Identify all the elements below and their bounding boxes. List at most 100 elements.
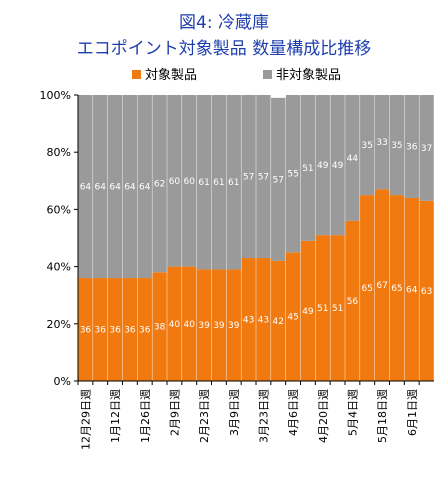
- data-label-non-target: 64: [109, 183, 121, 193]
- data-label-non-target: 64: [139, 183, 151, 193]
- bar-non-target: [107, 95, 123, 279]
- data-label-non-target: 35: [391, 141, 402, 151]
- data-label-non-target: 35: [362, 141, 373, 151]
- data-label-non-target: 60: [169, 177, 181, 187]
- bar-target: [300, 240, 316, 381]
- data-label-non-target: 55: [287, 170, 298, 180]
- x-tick-label: 3月9日週: [228, 389, 241, 436]
- data-label-non-target: 57: [243, 173, 254, 183]
- bar-non-target: [78, 95, 93, 279]
- bar-non-target: [211, 95, 227, 270]
- bar-target: [419, 200, 434, 381]
- data-label-target: 42: [273, 317, 284, 327]
- bar-target: [122, 278, 138, 381]
- data-label-non-target: 51: [302, 164, 313, 174]
- data-label-target: 36: [139, 326, 151, 336]
- x-tick-label: 1月12日週: [109, 389, 122, 443]
- bar-target: [182, 266, 197, 381]
- bar-target: [137, 278, 152, 381]
- data-label-target: 43: [243, 316, 254, 326]
- bar-non-target: [93, 95, 108, 279]
- bar-non-target: [330, 95, 345, 236]
- bar-target: [211, 269, 227, 381]
- chart-title-line1: 図4: 冷蔵庫: [179, 13, 269, 33]
- y-tick-label: 60%: [47, 203, 71, 216]
- data-label-non-target: 49: [332, 161, 344, 171]
- data-label-non-target: 61: [198, 178, 209, 188]
- data-label-target: 65: [362, 284, 373, 294]
- data-label-non-target: 57: [258, 173, 269, 183]
- data-label-non-target: 36: [406, 142, 418, 152]
- bar-target: [93, 278, 108, 381]
- bar-non-target: [389, 95, 405, 196]
- x-tick-label: 2月9日週: [168, 389, 181, 436]
- data-label-target: 51: [332, 304, 343, 314]
- bar-non-target: [256, 95, 271, 259]
- bar-target: [196, 269, 212, 381]
- bar-non-target: [137, 95, 152, 279]
- y-tick-label: 20%: [47, 318, 71, 331]
- data-label-non-target: 60: [184, 177, 196, 187]
- data-label-target: 38: [154, 323, 166, 333]
- bar-target: [226, 269, 241, 381]
- bar-non-target: [241, 95, 256, 259]
- x-tick-label: 12月29日週: [79, 389, 92, 450]
- bar-target: [374, 189, 390, 381]
- data-label-target: 63: [421, 287, 432, 297]
- bar-non-target: [196, 95, 212, 270]
- bar-target: [285, 252, 301, 381]
- data-label-target: 40: [184, 320, 196, 330]
- data-label-target: 51: [317, 304, 328, 314]
- bar-non-target: [419, 95, 434, 201]
- x-tick-label: 4月6日週: [287, 389, 300, 436]
- data-label-non-target: 37: [421, 144, 432, 154]
- data-label-non-target: 62: [154, 180, 165, 190]
- bar-non-target: [122, 95, 138, 279]
- data-label-target: 39: [198, 321, 210, 331]
- data-label-target: 40: [169, 320, 181, 330]
- data-label-target: 45: [287, 313, 298, 323]
- y-tick-label: 0%: [54, 375, 71, 388]
- data-label-target: 64: [406, 285, 418, 295]
- bar-target: [330, 235, 345, 381]
- data-label-non-target: 64: [80, 183, 92, 193]
- x-tick-label: 1月26日週: [139, 389, 152, 443]
- bar-target: [360, 195, 375, 381]
- bar-target: [167, 266, 182, 381]
- data-label-target: 65: [391, 284, 402, 294]
- data-label-target: 39: [213, 321, 225, 331]
- data-label-non-target: 64: [95, 183, 107, 193]
- data-label-target: 36: [80, 326, 92, 336]
- y-tick-label: 40%: [47, 261, 71, 274]
- x-tick-label: 5月18日週: [376, 389, 389, 443]
- bar-target: [107, 278, 123, 381]
- bar-target: [256, 258, 271, 381]
- data-label-non-target: 61: [228, 178, 239, 188]
- bar-non-target: [404, 95, 419, 198]
- legend-swatch-non-target: [263, 70, 272, 79]
- legend-label-non-target: 非対象製品: [276, 68, 341, 83]
- data-label-non-target: 57: [273, 175, 284, 185]
- bar-non-target: [152, 95, 167, 273]
- data-label-non-target: 61: [213, 178, 224, 188]
- bar-target: [152, 272, 167, 381]
- data-label-target: 36: [124, 326, 136, 336]
- y-tick-label: 100%: [40, 89, 71, 102]
- legend-label-target: 対象製品: [145, 68, 197, 83]
- bar-non-target: [226, 95, 241, 270]
- data-label-non-target: 49: [317, 161, 329, 171]
- y-tick-label: 80%: [47, 146, 71, 159]
- x-tick-label: 6月1日週: [406, 389, 419, 436]
- data-label-non-target: 44: [347, 154, 359, 164]
- bar-target: [315, 235, 330, 381]
- chart-title-line2: エコポイント対象製品 数量構成比推移: [76, 39, 372, 59]
- bar-target: [345, 220, 360, 381]
- bar-non-target: [182, 95, 197, 267]
- bar-non-target: [285, 95, 301, 253]
- data-label-target: 43: [258, 316, 269, 326]
- bar-non-target: [345, 95, 360, 221]
- legend-swatch-target: [132, 70, 141, 79]
- data-label-target: 49: [302, 307, 314, 317]
- bar-non-target: [360, 95, 375, 196]
- bar-target: [271, 260, 286, 381]
